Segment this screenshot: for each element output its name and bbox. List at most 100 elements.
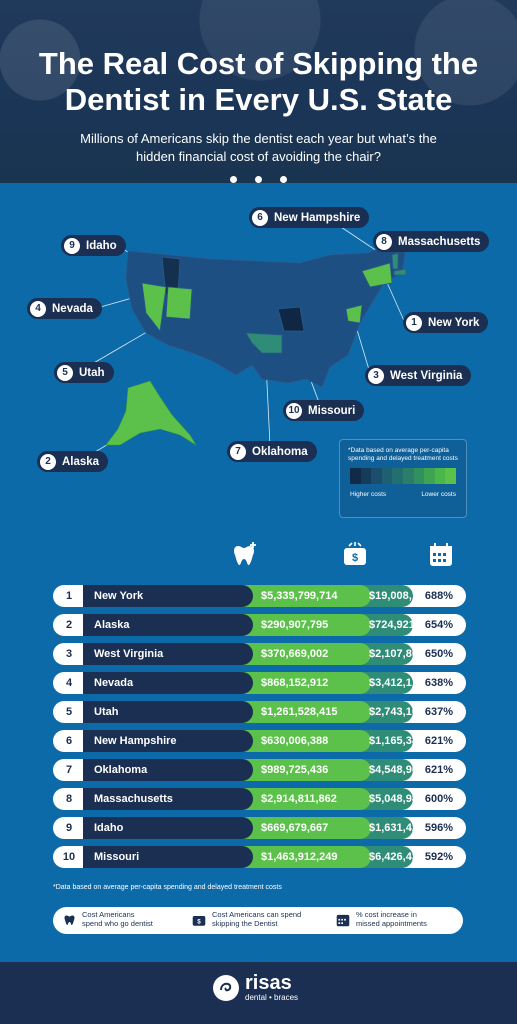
table-row: 10 $1,463,912,249 Missouri $6,426,434,623 59…	[53, 846, 466, 868]
row-rank: 9	[65, 822, 73, 834]
subtitle-line-2: hidden financial cost of avoiding the ch…	[136, 149, 381, 164]
table-row: 1 $5,339,799,714 New York $19,008,188,196 68…	[53, 585, 466, 607]
leader-new-york	[384, 277, 406, 324]
map-label-oklahoma: 7 Oklahoma	[227, 441, 317, 462]
row-state: West Virginia	[83, 643, 253, 665]
rank-badge: 2	[40, 453, 56, 470]
row-spend: $989,725,436	[243, 759, 371, 781]
row-state: Massachusetts	[83, 788, 253, 810]
map-label-text: Idaho	[86, 239, 117, 252]
legend-swatch	[360, 468, 372, 484]
legend-swatch	[350, 468, 361, 484]
dot-2	[255, 176, 262, 183]
legend-swatch	[381, 468, 393, 484]
rank-badge: 10	[286, 402, 302, 419]
logo-mark-icon	[213, 975, 239, 1001]
table-row: 6 $630,006,388 New Hampshire $1,165,382,187…	[53, 730, 466, 752]
dot-1	[230, 176, 237, 183]
page-title: The Real Cost of Skipping the Dentist in…	[0, 46, 517, 118]
legend-swatch	[434, 468, 446, 484]
row-pct: 600%	[424, 793, 454, 805]
row-skip: $3,412,176,578	[369, 677, 446, 689]
key-item-spend: Cost Americans spend who go dentist	[63, 910, 153, 928]
tooth-icon	[64, 915, 75, 925]
hero-banner: The Real Cost of Skipping the Dentist in…	[0, 0, 517, 183]
dot-3	[280, 176, 287, 183]
table-row: 3 $370,669,002 West Virginia $2,107,860,911…	[53, 643, 466, 665]
legend-lower-label: Lower costs	[421, 491, 456, 498]
legend-swatch	[392, 468, 403, 484]
map-label-new-hampshire: 6 New Hampshire	[249, 207, 370, 228]
row-pct: 650%	[424, 648, 454, 660]
table-row: 2 $290,907,795 Alaska $724,921,787 654%	[53, 614, 466, 636]
rank-badge: 1	[406, 314, 422, 331]
calendar-icon	[336, 914, 350, 926]
map-label-missouri: 10 Missouri	[283, 400, 365, 421]
row-skip: $1,631,423,569	[369, 822, 446, 834]
brand-tagline: dental • braces	[245, 993, 299, 1002]
map-label-text: Oklahoma	[252, 445, 308, 458]
row-rank: 6	[65, 735, 73, 747]
row-spend: $290,907,795	[243, 614, 371, 636]
legend-swatch	[424, 468, 435, 484]
key-item-skip: $ Cost Americans can spend skipping the D…	[191, 910, 301, 928]
state-nevada	[141, 282, 167, 332]
rank-badge: 8	[376, 233, 392, 250]
state-west-virginia	[345, 304, 363, 324]
us-base	[125, 242, 406, 388]
row-state: Alaska	[83, 614, 253, 636]
row-pct: 638%	[424, 677, 454, 689]
row-spend: $669,679,667	[243, 817, 371, 839]
row-skip: $6,426,434,623	[369, 851, 446, 863]
row-pct: 688%	[424, 590, 454, 602]
legend-gradient	[350, 468, 456, 484]
legend-swatch	[413, 468, 425, 484]
row-skip: $2,743,104,748	[369, 706, 446, 718]
row-rank: 7	[65, 764, 73, 776]
row-state: New York	[83, 585, 253, 607]
carousel-dots	[0, 176, 517, 186]
row-state: Missouri	[83, 846, 253, 868]
page-subtitle: Millions of Americans skip the dentist e…	[30, 130, 487, 166]
state-massachusetts	[393, 268, 407, 276]
legend-swatch	[371, 468, 382, 484]
rank-badge: 9	[64, 237, 80, 254]
tooth-icon	[234, 542, 256, 566]
row-rank: 3	[65, 648, 73, 660]
row-spend: $1,261,528,415	[243, 701, 371, 723]
contiguous-us	[125, 242, 407, 388]
svg-text:$: $	[197, 918, 201, 925]
footnote: *Data based on average per-capita spendi…	[53, 884, 282, 891]
state-oklahoma	[245, 332, 283, 354]
row-skip: $19,008,188,196	[369, 590, 452, 602]
legend-swatch	[402, 468, 414, 484]
row-skip: $5,048,983,706	[369, 793, 446, 805]
subtitle-line-1: Millions of Americans skip the dentist e…	[80, 131, 437, 146]
row-spend: $868,152,912	[243, 672, 371, 694]
row-skip: $724,921,787	[369, 619, 437, 631]
row-spend: $370,669,002	[243, 643, 371, 665]
row-spend: $630,006,388	[243, 730, 371, 752]
row-spend: $2,914,811,862	[243, 788, 371, 810]
row-state: Utah	[83, 701, 253, 723]
color-legend: *Data based on average per-capita spendi…	[339, 439, 467, 518]
state-missouri	[277, 306, 305, 332]
row-state: Oklahoma	[83, 759, 253, 781]
legend-note: *Data based on average per-capita spendi…	[348, 447, 458, 462]
state-utah	[165, 286, 193, 320]
rank-badge: 7	[230, 443, 246, 460]
key-item-increase: % cost increase in missed appointments	[335, 910, 427, 928]
map-label-new-york: 1 New York	[403, 312, 489, 333]
brand-name: risas	[245, 972, 292, 994]
row-spend: $1,463,912,249	[243, 846, 371, 868]
row-state: New Hampshire	[83, 730, 253, 752]
map-label-nevada: 4 Nevada	[27, 298, 102, 319]
row-pct: 621%	[424, 735, 454, 747]
map-label-west-virginia: 3 West Virginia	[365, 365, 472, 386]
row-pct: 596%	[424, 822, 454, 834]
us-map	[79, 222, 407, 459]
row-rank: 4	[65, 677, 73, 689]
rank-badge: 4	[30, 300, 46, 317]
map-label-text: New Hampshire	[274, 211, 361, 224]
